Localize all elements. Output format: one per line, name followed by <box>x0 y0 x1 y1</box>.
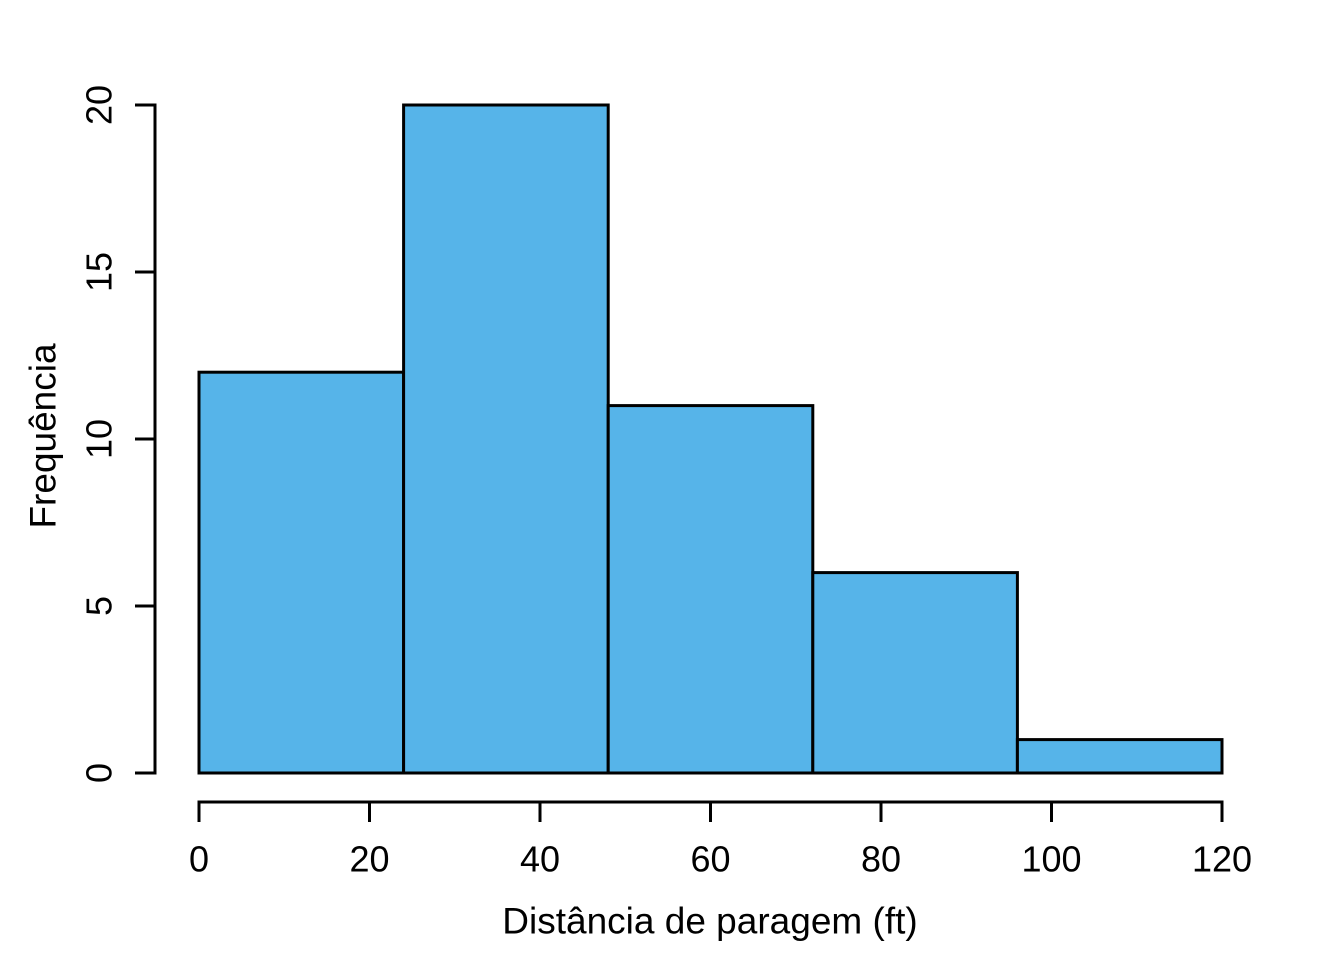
y-tick-label: 0 <box>79 763 120 783</box>
x-tick-label: 40 <box>520 839 560 880</box>
y-axis-title: Frequência <box>22 343 64 529</box>
histogram-bar <box>606 404 815 775</box>
histogram-bar <box>402 103 610 775</box>
histogram-bar <box>197 370 406 775</box>
histogram-bar <box>1015 738 1224 775</box>
x-tick-label: 20 <box>349 839 389 880</box>
y-tick-label: 15 <box>79 252 120 292</box>
y-tick-label: 10 <box>79 419 120 459</box>
x-tick-label: 60 <box>690 839 730 880</box>
x-tick-label: 80 <box>861 839 901 880</box>
histogram-bar <box>811 571 1019 775</box>
x-tick-label: 100 <box>1021 839 1081 880</box>
y-tick-label: 5 <box>79 596 120 616</box>
x-axis-title: Distância de paragem (ft) <box>502 900 918 942</box>
x-tick-label: 120 <box>1192 839 1252 880</box>
x-tick-label: 0 <box>189 839 209 880</box>
y-tick-label: 20 <box>79 85 120 125</box>
